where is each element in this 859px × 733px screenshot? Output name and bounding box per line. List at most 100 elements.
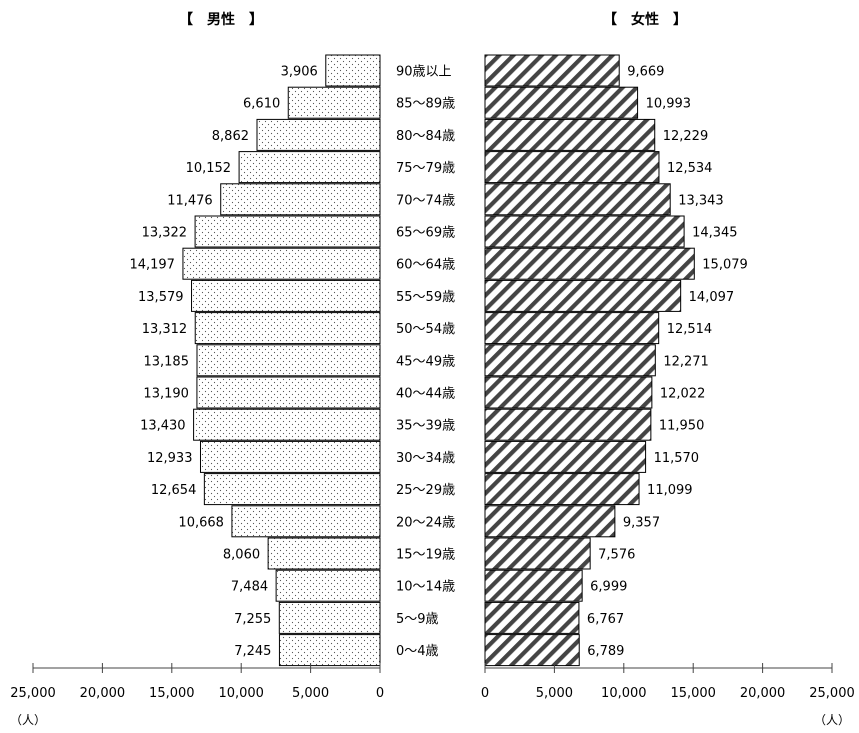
female-bar — [484, 86, 639, 119]
male-value-label: 12,654 — [151, 483, 197, 498]
age-label: 25～29歳 — [396, 483, 455, 498]
female-bar — [484, 601, 580, 634]
female-value-label: 12,229 — [663, 129, 709, 144]
male-bar — [231, 505, 381, 538]
age-label: 35～39歳 — [396, 419, 455, 434]
male-value-label: 10,668 — [178, 515, 224, 530]
female-x-tick-label: 15,000 — [670, 686, 716, 701]
female-value-label: 12,022 — [660, 387, 706, 402]
male-bar — [267, 537, 381, 570]
male-value-label: 7,255 — [234, 612, 271, 627]
male-value-label: 13,185 — [143, 354, 189, 369]
female-bar — [484, 215, 685, 248]
female-bar — [484, 376, 653, 409]
female-bars: 9,669 10,993 12,229 12,534 13,343 14,345 15,07… — [484, 54, 748, 667]
female-bar — [484, 634, 580, 667]
age-group-labels: 90歳以上 85～89歳 80～84歳 75～79歳 70～74歳 65～69歳 60～64… — [396, 65, 455, 660]
female-x-tick-label: 20,000 — [740, 686, 786, 701]
male-value-label: 13,312 — [142, 322, 188, 337]
female-value-label: 12,514 — [667, 322, 713, 337]
female-value-label: 9,669 — [627, 65, 664, 80]
female-bar — [484, 569, 583, 602]
male-x-tick-label: 0 — [376, 686, 384, 701]
age-label: 55～59歳 — [396, 290, 455, 305]
female-value-label: 10,993 — [646, 97, 692, 112]
female-value-label: 14,097 — [689, 290, 735, 305]
age-label: 30～34歳 — [396, 451, 455, 466]
age-label: 75～79歳 — [396, 161, 455, 176]
female-x-tick-label: 25,000 — [809, 686, 855, 701]
female-value-label: 7,576 — [598, 548, 635, 563]
age-label: 90歳以上 — [396, 65, 452, 80]
male-value-label: 11,476 — [167, 193, 213, 208]
male-title: 【 男性 】 — [179, 11, 263, 28]
male-bar — [191, 279, 381, 312]
male-value-label: 7,484 — [231, 580, 268, 595]
male-value-label: 8,060 — [223, 548, 260, 563]
male-value-label: 14,197 — [129, 258, 175, 273]
female-value-label: 11,950 — [659, 419, 705, 434]
female-value-label: 13,343 — [678, 193, 724, 208]
male-value-label: 7,245 — [234, 644, 271, 659]
male-bar — [256, 118, 381, 151]
female-value-label: 12,271 — [663, 354, 709, 369]
male-value-label: 13,430 — [140, 419, 186, 434]
male-value-label: 6,610 — [243, 97, 280, 112]
female-title: 【 女性 】 — [603, 11, 687, 28]
male-value-label: 12,933 — [147, 451, 193, 466]
female-value-label: 12,534 — [667, 161, 713, 176]
female-bar — [484, 118, 656, 151]
male-bar — [203, 473, 381, 506]
female-x-tick-label: 0 — [481, 686, 489, 701]
female-bar — [484, 344, 656, 377]
female-value-label: 6,789 — [587, 644, 624, 659]
female-value-label: 6,999 — [590, 580, 627, 595]
male-bar — [287, 86, 381, 119]
male-x-tick-label: 25,000 — [10, 686, 56, 701]
female-bar — [484, 505, 616, 538]
male-bar — [196, 376, 381, 409]
male-value-label: 10,152 — [186, 161, 232, 176]
male-bar — [193, 408, 381, 441]
male-bar — [196, 344, 381, 377]
age-label: 15～19歳 — [396, 548, 455, 563]
female-value-label: 15,079 — [702, 258, 748, 273]
male-bar — [194, 215, 381, 248]
female-value-label: 6,767 — [587, 612, 624, 627]
age-label: 20～24歳 — [396, 515, 455, 530]
male-bar — [238, 151, 381, 184]
male-bars: 3,906 6,610 8,862 10,152 11,476 13,322 14,197 1… — [129, 54, 381, 667]
male-x-tick-label: 20,000 — [80, 686, 126, 701]
male-bar — [275, 569, 381, 602]
female-value-label: 11,099 — [647, 483, 693, 498]
male-bar — [278, 601, 381, 634]
age-label: 60～64歳 — [396, 258, 455, 273]
female-bar — [484, 279, 682, 312]
female-bar — [484, 537, 591, 570]
male-value-label: 13,190 — [143, 387, 189, 402]
female-x-tick-label: 10,000 — [601, 686, 647, 701]
female-bar — [484, 54, 620, 87]
male-x-tick-label: 15,000 — [149, 686, 195, 701]
male-value-label: 3,906 — [281, 65, 318, 80]
age-label: 65～69歳 — [396, 226, 455, 241]
female-bar — [484, 440, 647, 473]
age-label: 45～49歳 — [396, 354, 455, 369]
female-bar — [484, 183, 671, 216]
age-label: 85～89歳 — [396, 97, 455, 112]
age-label: 70～74歳 — [396, 193, 455, 208]
male-bar — [220, 183, 381, 216]
male-value-label: 8,862 — [212, 129, 249, 144]
female-bar — [484, 473, 640, 506]
age-label: 0～4歳 — [396, 644, 439, 659]
female-value-label: 11,570 — [654, 451, 700, 466]
male-bar — [182, 247, 381, 280]
age-label: 40～44歳 — [396, 387, 455, 402]
female-x-tick-label: 5,000 — [536, 686, 573, 701]
age-label: 10～14歳 — [396, 580, 455, 595]
axis-ticks: 0 0 5,000 5,000 10,000 10,000 15,000 15,000 20,0… — [10, 663, 855, 701]
male-bar — [325, 54, 381, 87]
male-bar — [199, 440, 381, 473]
male-x-tick-label: 5,000 — [292, 686, 329, 701]
